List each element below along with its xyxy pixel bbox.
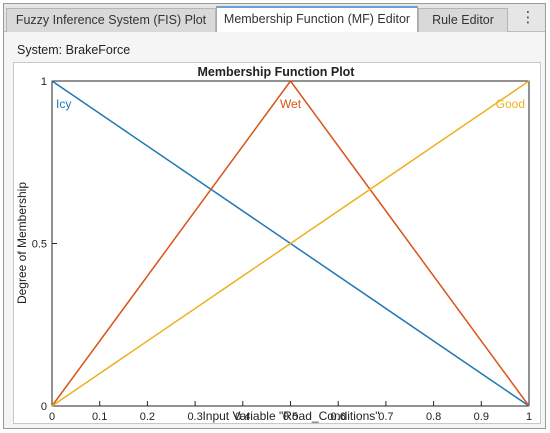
mf-curve-good[interactable] [51,80,530,407]
mf-label-wet: Wet [280,97,302,111]
more-options-icon[interactable]: ⋮ [520,9,536,26]
y-tick-label: 1 [41,76,47,88]
mf-editor-window: Fuzzy Inference System (FIS) Plot Member… [3,3,546,429]
x-tick-label: 0.7 [378,411,393,423]
x-tick-label: 0.8 [426,411,441,423]
membership-function-chart[interactable]: Membership Function Plot 0 0.1 0.2 0.3 0.4 0.… [14,63,540,423]
x-tick-label: 0 [49,411,55,423]
mf-curve-wet[interactable] [51,79,530,407]
tab-mf-editor[interactable]: Membership Function (MF) Editor [216,6,418,33]
x-tick-label: 0.3 [187,411,202,423]
y-tick-label: 0.5 [32,239,47,251]
mf-label-icy: Icy [56,97,71,111]
x-axis-label: Input Variable "Road_Conditions" [202,409,379,423]
tab-fis-plot[interactable]: Fuzzy Inference System (FIS) Plot [6,8,216,32]
tab-bar: Fuzzy Inference System (FIS) Plot Member… [4,4,545,33]
x-tick-label: 0.9 [474,411,489,423]
system-name-label: System: BrakeForce [17,43,131,57]
x-tick-label: 0.5 [283,411,298,423]
x-tick-label: 0.2 [140,411,155,423]
x-tick-label: 0.6 [331,411,346,423]
x-tick-label: 1 [526,411,532,423]
membership-function-plot-panel: Membership Function Plot 0 0.1 0.2 0.3 0.4 0.… [13,62,541,424]
editor-content: System: BrakeForce Membership Function P… [4,32,545,428]
tab-rule-editor[interactable]: Rule Editor [418,8,508,32]
y-tick-label: 0 [41,401,47,413]
mf-label-good: Good [496,97,525,111]
x-tick-label: 0.1 [92,411,107,423]
x-tick-label: 0.4 [235,411,250,423]
y-axis-label: Degree of Membership [15,182,29,304]
chart-title: Membership Function Plot [198,65,356,79]
